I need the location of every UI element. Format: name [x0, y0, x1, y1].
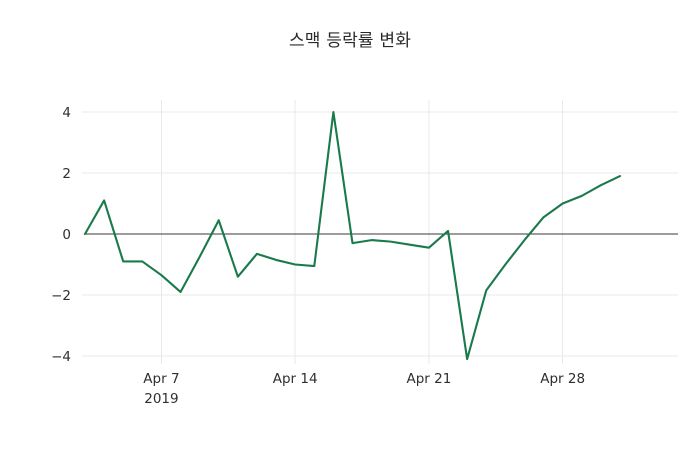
y-tick-label: −2	[51, 288, 71, 304]
series-line	[83, 110, 622, 361]
x-tick-label: Apr 21	[407, 371, 452, 387]
x-tick-label: Apr 14	[273, 371, 318, 387]
y-tick-label: 2	[62, 166, 71, 182]
y-tick-label: −4	[51, 349, 71, 365]
x-tick-sublabel: 2019	[144, 391, 178, 407]
y-tick-label: 0	[62, 227, 71, 243]
x-axis-tick-labels: Apr 7 2019 Apr 14 Apr 21 Apr 28	[143, 371, 585, 407]
x-tick-label: Apr 7	[143, 371, 179, 387]
x-tick-label: Apr 28	[540, 371, 585, 387]
vertical-gridlines	[160, 100, 564, 364]
y-tick-label: 4	[62, 105, 71, 121]
chart-title: 스맥 등락률 변화	[288, 31, 412, 51]
y-axis-tick-labels: 4 2 0 −2 −4	[51, 105, 71, 365]
